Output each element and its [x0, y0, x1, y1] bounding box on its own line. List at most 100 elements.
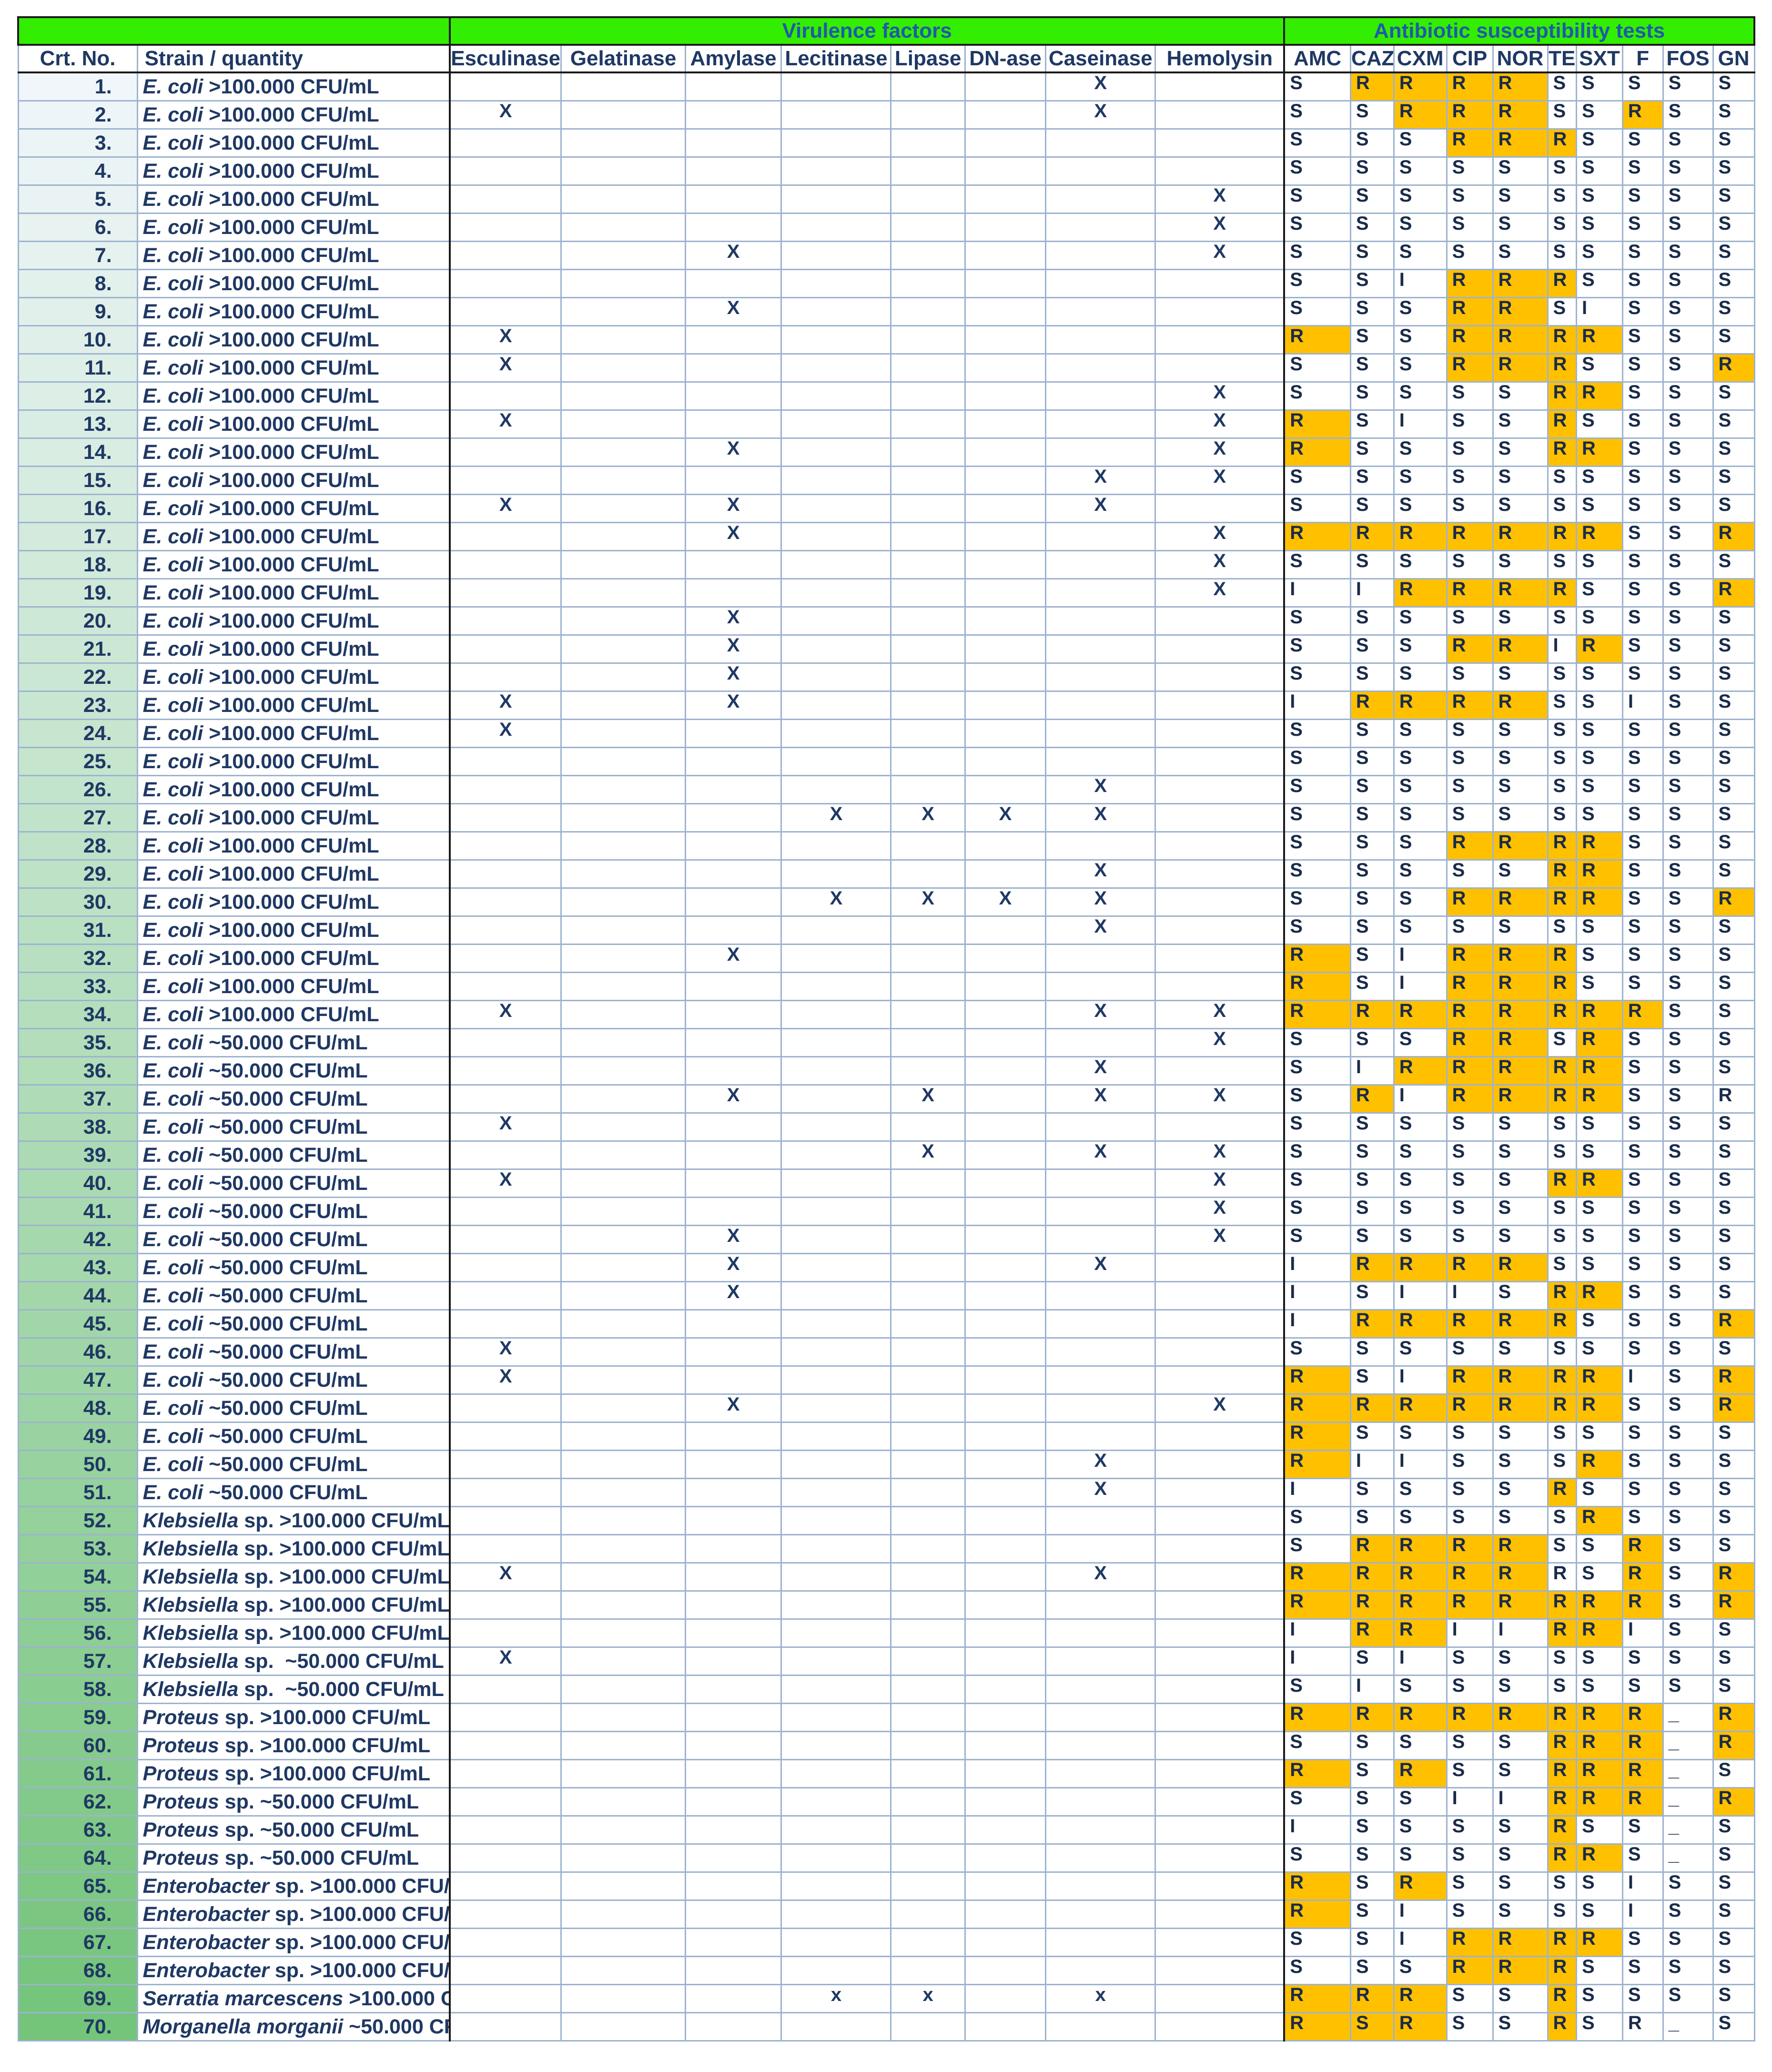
antibiotic-cell-fos: S — [1662, 1506, 1714, 1535]
antibiotic-cell-nor: S — [1492, 1843, 1549, 1873]
virulence-cell-caseinase — [1045, 1956, 1156, 1985]
antibiotic-cell-caz: S — [1349, 859, 1395, 889]
virulence-cell-lipase: x — [890, 1984, 966, 2013]
antibiotic-cell-nor: S — [1492, 466, 1549, 495]
antibiotic-cell-f: S — [1621, 71, 1664, 102]
virulence-cell-lecitinase — [780, 2012, 892, 2042]
virulence-cell-lipase: X — [890, 803, 966, 833]
antibiotic-cell-caz: I — [1349, 1450, 1395, 1479]
strain-genus: E. coli — [142, 666, 203, 689]
antibiotic-cell-gn: R — [1712, 1562, 1755, 1592]
antibiotic-cell-te: S — [1547, 1422, 1578, 1451]
antibiotic-cell-fos: S — [1662, 1899, 1714, 1929]
antibiotic-cell-cxm: R — [1393, 1562, 1448, 1592]
antibiotic-cell-cip: S — [1446, 550, 1494, 579]
antibiotic-cell-te: R — [1547, 437, 1578, 467]
antibiotic-cell-fos: S — [1662, 241, 1714, 270]
virulence-cell-amylase — [684, 71, 782, 102]
virulence-cell-lipase — [890, 747, 966, 776]
virulence-cell-caseinase — [1045, 719, 1156, 748]
virulence-cell-caseinase — [1045, 691, 1156, 720]
virulence-cell-dn-ase — [964, 2012, 1047, 2042]
virulence-cell-lecitinase — [780, 691, 892, 720]
strain-cell: E. coli >100.000 CFU/mL — [136, 550, 451, 579]
virulence-cell-caseinase — [1045, 1590, 1156, 1620]
antibiotic-cell-gn: S — [1712, 1422, 1755, 1451]
antibiotic-cell-f: S — [1621, 409, 1664, 439]
antibiotic-cell-gn: S — [1712, 325, 1755, 355]
antibiotic-cell-fos: S — [1662, 522, 1714, 551]
antibiotic-cell-cip: R — [1446, 128, 1494, 158]
row-number: 57. — [17, 1646, 138, 1676]
row-number: 70. — [17, 2012, 138, 2042]
antibiotic-cell-cip: S — [1446, 1675, 1494, 1704]
virulence-cell-amylase — [684, 747, 782, 776]
antibiotic-cell-amc: S — [1283, 353, 1351, 383]
antibiotic-cell-cxm: S — [1393, 437, 1448, 467]
virulence-cell-hemolysin — [1154, 662, 1285, 692]
virulence-cell-amylase — [684, 1731, 782, 1760]
antibiotic-cell-cip: R — [1446, 578, 1494, 608]
table-row: 49. E. coli ~50.000 CFU/mL R S S S S S S S S S — [17, 1422, 1755, 1451]
antibiotic-cell-te: S — [1547, 466, 1578, 495]
virulence-cell-lecitinase — [780, 1871, 892, 1901]
strain-quantity: >100.000 CFU/mL — [203, 919, 379, 942]
antibiotic-cell-f: S — [1621, 241, 1664, 270]
antibiotic-cell-amc: S — [1283, 466, 1351, 495]
col-header-strain: Strain / quantity — [136, 44, 451, 73]
virulence-cell-dn-ase — [964, 662, 1047, 692]
antibiotic-cell-te: S — [1547, 1253, 1578, 1282]
antibiotic-cell-gn: R — [1712, 1731, 1755, 1760]
antibiotic-cell-f: S — [1621, 1478, 1664, 1507]
antibiotic-cell-cxm: S — [1393, 494, 1448, 523]
virulence-cell-esculinase — [448, 241, 562, 270]
virulence-cell-gelatinase — [560, 1225, 686, 1254]
antibiotic-cell-cip: R — [1446, 1253, 1494, 1282]
antibiotic-cell-caz: R — [1349, 1253, 1395, 1282]
antibiotic-cell-gn: S — [1712, 1984, 1755, 2013]
virulence-cell-caseinase — [1045, 1393, 1156, 1423]
antibiotic-cell-te: S — [1547, 1534, 1578, 1564]
virulence-cell-amylase — [684, 1028, 782, 1057]
table-row: 55. Klebsiella sp. >100.000 CFU/mL R R R R R R R… — [17, 1590, 1755, 1620]
virulence-cell-lipase: X — [890, 1140, 966, 1170]
virulence-cell-caseinase — [1045, 1197, 1156, 1226]
antibiotic-cell-cip: S — [1446, 775, 1494, 804]
virulence-cell-dn-ase — [964, 1112, 1047, 1142]
strain-cell: Proteus sp. >100.000 CFU/mL — [136, 1703, 451, 1732]
virulence-cell-lipase — [890, 522, 966, 551]
antibiotic-cell-sxt: R — [1576, 1506, 1623, 1535]
virulence-cell-hemolysin — [1154, 325, 1285, 355]
virulence-cell-caseinase: X — [1045, 1084, 1156, 1114]
antibiotic-cell-cxm: S — [1393, 1843, 1448, 1873]
antibiotic-cell-te: R — [1547, 325, 1578, 355]
virulence-cell-esculinase: X — [448, 1365, 562, 1395]
virulence-cell-dn-ase: X — [964, 887, 1047, 917]
virulence-cell-gelatinase — [560, 719, 686, 748]
virulence-cell-lecitinase — [780, 1590, 892, 1620]
strain-genus: E. coli — [142, 132, 203, 154]
row-number: 5. — [17, 184, 138, 214]
strain-cell: E. coli >100.000 CFU/mL — [136, 71, 451, 102]
virulence-cell-hemolysin — [1154, 2012, 1285, 2042]
antibiotic-cell-f: R — [1621, 1731, 1664, 1760]
row-number: 11. — [17, 353, 138, 383]
strain-genus: E. coli — [142, 863, 203, 885]
antibiotic-cell-f: I — [1621, 1899, 1664, 1929]
virulence-cell-esculinase — [448, 1984, 562, 2013]
strain-quantity: >100.000 CFU/mL — [203, 441, 379, 464]
antibiotic-cell-caz: S — [1349, 1140, 1395, 1170]
virulence-cell-dn-ase — [964, 1450, 1047, 1479]
strain-cell: Klebsiella sp. >100.000 CFU/mL — [136, 1590, 451, 1620]
antibiotic-cell-caz: R — [1349, 1984, 1395, 2013]
row-number: 41. — [17, 1197, 138, 1226]
virulence-cell-amylase: X — [684, 944, 782, 973]
antibiotic-cell-amc: S — [1283, 887, 1351, 917]
antibiotic-cell-gn: S — [1712, 1168, 1755, 1198]
antibiotic-cell-sxt: S — [1576, 775, 1623, 804]
virulence-cell-esculinase — [448, 1140, 562, 1170]
antibiotic-cell-amc: I — [1283, 578, 1351, 608]
virulence-cell-hemolysin — [1154, 1759, 1285, 1788]
strain-quantity: >100.000 CFU/mL — [203, 806, 379, 829]
col-header-gn: GN — [1712, 44, 1755, 73]
